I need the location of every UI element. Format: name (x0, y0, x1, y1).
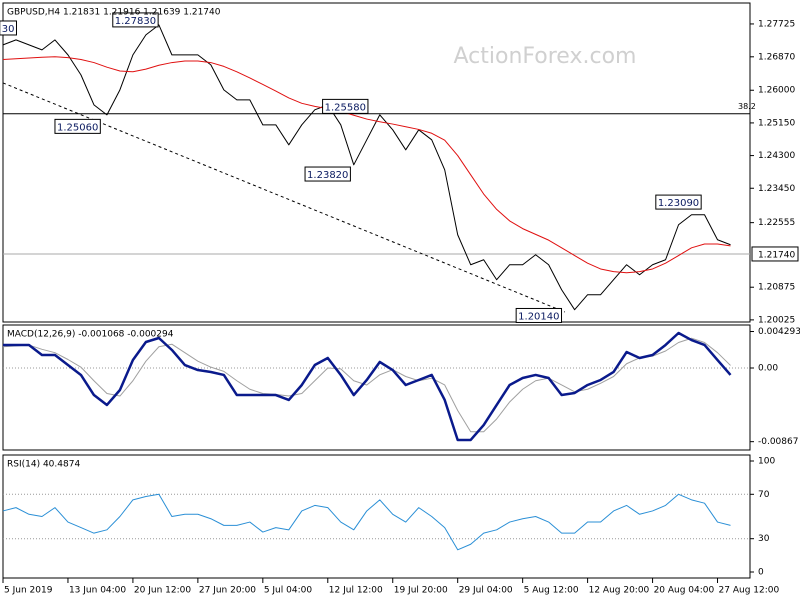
annotation-label: 1.23820 (307, 170, 348, 181)
y-tick-label: 1.22555 (758, 218, 795, 228)
y-tick-label: 0.004293 (758, 327, 800, 337)
series-line (3, 331, 732, 442)
x-tick-label: 19 Jul 20:00 (394, 586, 448, 596)
annotation-label: 1.23090 (658, 198, 699, 209)
x-tick-label: 27 Jun 20:00 (199, 586, 256, 596)
y-tick-label: 1.27725 (758, 19, 795, 29)
annotation-box (515, 307, 563, 323)
annotation-box (304, 166, 351, 182)
panel-frame (2, 2, 751, 323)
y-tick-label: 1.26870 (758, 52, 795, 62)
x-tick-label: 13 Jun 04:00 (69, 586, 126, 596)
price-label: 1.21740 (758, 250, 795, 260)
x-tick-label: 5 Jun 2019 (4, 586, 53, 596)
y-tick-label: 1.26000 (758, 86, 795, 96)
series-line (2, 56, 731, 274)
y-tick-label: 1.24300 (758, 151, 795, 161)
panel-title: MACD(12,26,9) -0.001068 -0.000294 (7, 330, 174, 340)
x-tick-label: 27 Aug 12:00 (719, 586, 780, 596)
x-tick-label: 12 Aug 20:00 (589, 586, 650, 596)
y-tick-label: 0 (758, 568, 764, 578)
price-box (751, 246, 799, 262)
annotation-box (54, 118, 101, 134)
y-tick-label: 70 (758, 490, 770, 500)
y-tick-label: 30 (758, 534, 770, 544)
annotation-label: 30 (2, 24, 15, 35)
x-tick-label: 20 Aug 04:00 (654, 586, 715, 596)
y-tick-label: 1.20875 (758, 283, 795, 293)
annotation-label: 1.25580 (325, 102, 366, 113)
annotation-box (322, 98, 369, 114)
series-line (2, 493, 731, 551)
annotation-box (655, 194, 702, 210)
panel-title: RSI(14) 40.4874 (7, 460, 80, 470)
y-tick-label: 1.23450 (758, 184, 795, 194)
level-text: 38.2 (738, 102, 756, 111)
series-line (2, 337, 731, 433)
panel-title: GBPUSD,H4 1.21831 1.21916 1.21639 1.2174… (7, 8, 221, 18)
panel-frame (2, 324, 751, 451)
x-tick-label: 5 Aug 12:00 (524, 586, 579, 596)
trendline (2, 82, 566, 313)
y-tick-label: 1.20025 (758, 315, 795, 325)
y-tick-label: 1.25150 (758, 118, 795, 128)
annotation-label: 1.25060 (57, 122, 98, 133)
y-tick-label: -0.00867 (758, 437, 798, 447)
x-tick-label: 20 Jun 12:00 (134, 586, 191, 596)
series-line (2, 24, 731, 311)
y-tick-label: 0.00 (758, 363, 778, 373)
y-tick-label: 100 (758, 456, 775, 466)
x-tick-label: 29 Jul 04:00 (459, 586, 513, 596)
x-tick-label: 5 Jul 04:00 (264, 586, 313, 596)
watermark: ActionForex.com (454, 44, 637, 69)
annotation-box (112, 12, 159, 28)
panel-frame (2, 454, 751, 579)
x-tick-label: 12 Jul 12:00 (329, 586, 383, 596)
annotation-label: 1.20140 (518, 311, 559, 322)
annotation-label: 1.27830 (115, 16, 156, 27)
annotation-box (0, 20, 17, 36)
